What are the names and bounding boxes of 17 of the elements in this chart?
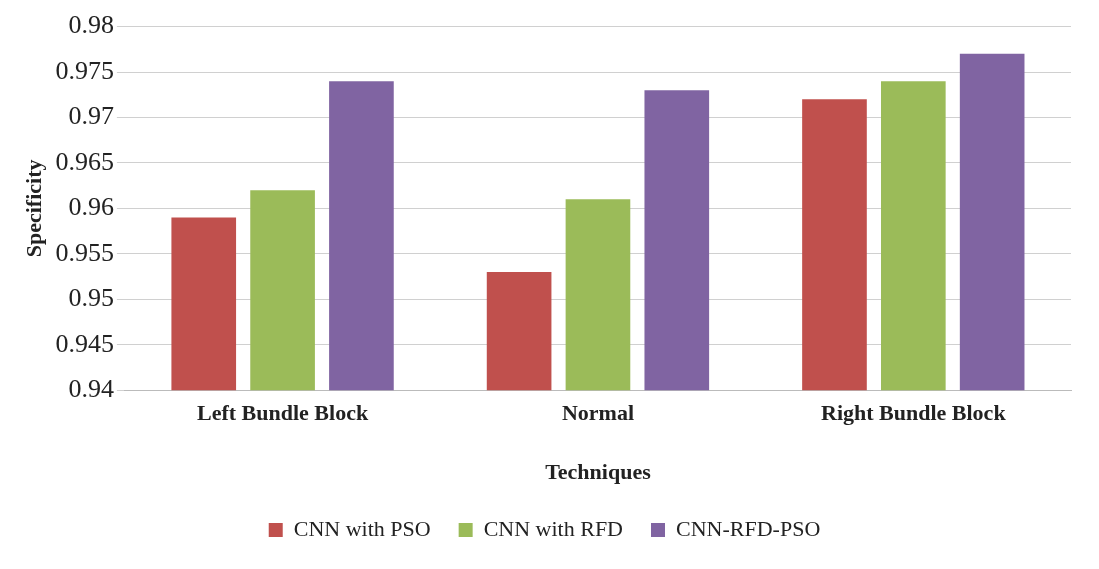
legend-label: CNN with RFD (483, 515, 624, 541)
y-tick-label: 0.95 (68, 283, 114, 313)
y-tick-label: 0.945 (55, 328, 114, 358)
y-tick-label: 0.975 (55, 55, 114, 85)
y-axis-title: Specificity (20, 159, 46, 258)
x-axis-title: Techniques (545, 459, 652, 485)
legend-label: CNN with PSO (293, 515, 431, 541)
y-tick-label: 0.96 (68, 192, 114, 222)
y-tick-label: 0.94 (68, 374, 114, 404)
legend-label: CNN-RFD-PSO (676, 515, 821, 541)
y-tick-label: 0.965 (55, 146, 114, 176)
y-tick-label: 0.97 (68, 101, 114, 131)
y-tick-label: 0.98 (68, 10, 114, 40)
x-tick-label: Left Bundle Block (197, 400, 369, 426)
x-tick-label: Right Bundle Block (821, 400, 1007, 426)
y-tick-label: 0.955 (55, 237, 114, 267)
x-tick-label: Normal (561, 400, 634, 426)
